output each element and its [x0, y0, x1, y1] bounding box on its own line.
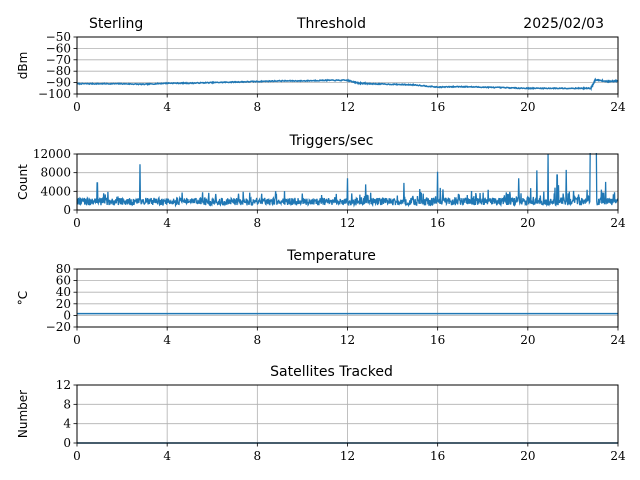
y-tick-label: −70: [46, 53, 71, 67]
x-tick-label: 16: [430, 333, 445, 347]
y-tick-label: −50: [46, 30, 71, 44]
x-tick-label: 12: [340, 449, 355, 463]
y-tick-label: 0: [63, 203, 71, 217]
x-tick-label: 4: [163, 333, 171, 347]
station-name: Sterling: [89, 16, 143, 32]
y-tick-label: 4: [63, 417, 71, 431]
y-tick-label: −100: [38, 87, 71, 101]
y-tick-label: 4000: [40, 184, 71, 198]
panel-2: 0 4 8 12 16 20 24 0 4000 8000 12000 Triggers/sec Cou…: [16, 133, 626, 230]
x-tick-label: 12: [340, 100, 355, 114]
y-tick-label: 0: [63, 308, 71, 322]
y-tick-label: 8000: [40, 166, 71, 180]
x-tick-label: 0: [73, 100, 81, 114]
y-axis-label: Number: [16, 390, 30, 438]
y-tick-label: 40: [56, 285, 71, 299]
y-tick-label: −80: [46, 64, 71, 78]
y-axis-label: °C: [16, 291, 30, 305]
x-tick-label: 0: [73, 449, 81, 463]
x-tick-label: 16: [430, 449, 445, 463]
y-tick-label: 0: [63, 436, 71, 450]
x-tick-label: 16: [430, 216, 445, 230]
panel-1: 0 4 8 12 16 20 24 −100−90−80−70−60−50 Threshold d…: [16, 16, 626, 114]
x-tick-label: 0: [73, 216, 81, 230]
x-tick-label: 8: [254, 333, 262, 347]
y-axis-label: Count: [16, 164, 30, 200]
x-tick-label: 24: [610, 216, 626, 230]
x-tick-label: 12: [340, 216, 355, 230]
y-tick-label: −20: [46, 320, 71, 334]
x-tick-label: 4: [163, 100, 171, 114]
date-label: 2025/02/03: [523, 16, 604, 32]
x-tick-label: 12: [340, 333, 355, 347]
y-tick-label: 12000: [33, 147, 71, 161]
chart-title: Threshold: [296, 16, 366, 32]
chart-title: Satellites Tracked: [270, 364, 393, 380]
panel-4: 0 4 8 12 16 20 24 0 4 8 12 Satellites Tracked Number: [16, 364, 626, 463]
x-tick-label: 20: [520, 449, 535, 463]
series-line: [77, 153, 618, 208]
y-axis-label: dBm: [16, 52, 30, 80]
y-tick-label: 8: [63, 397, 71, 411]
x-tick-label: 8: [254, 449, 262, 463]
y-tick-label: 80: [56, 262, 71, 276]
chart-title: Temperature: [286, 248, 376, 264]
x-tick-label: 20: [520, 333, 535, 347]
y-tick-label: 12: [56, 378, 71, 392]
y-tick-label: 20: [56, 297, 71, 311]
y-tick-label: 60: [56, 274, 71, 288]
x-tick-label: 20: [520, 216, 535, 230]
chart-title: Triggers/sec: [289, 133, 374, 149]
x-tick-label: 24: [610, 100, 626, 114]
x-tick-label: 4: [163, 216, 171, 230]
y-tick-label: −90: [46, 76, 71, 90]
x-tick-label: 24: [610, 449, 626, 463]
x-tick-label: 8: [254, 100, 262, 114]
x-tick-label: 0: [73, 333, 81, 347]
x-tick-label: 20: [520, 100, 535, 114]
x-tick-label: 4: [163, 449, 171, 463]
x-tick-label: 8: [254, 216, 262, 230]
series-line: [77, 77, 618, 92]
y-tick-label: −60: [46, 41, 71, 55]
x-tick-label: 16: [430, 100, 445, 114]
x-tick-label: 24: [610, 333, 626, 347]
